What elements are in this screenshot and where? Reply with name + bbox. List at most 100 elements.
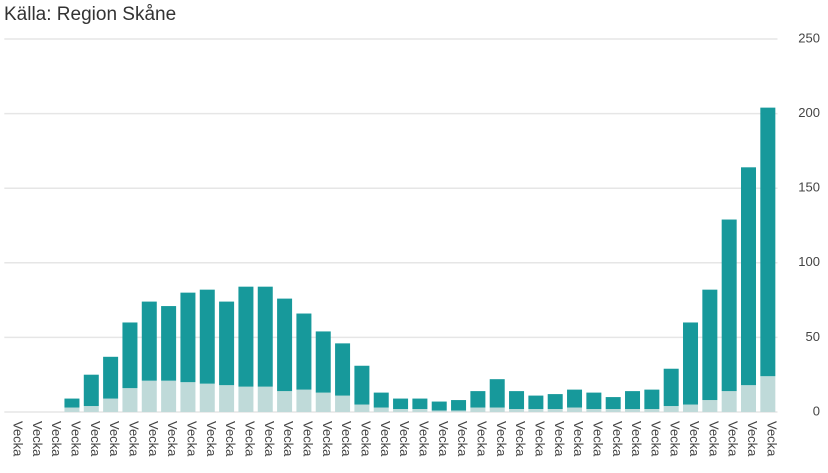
bar-segment: [335, 395, 351, 412]
bar-segment: [199, 289, 215, 384]
y-tick-label: 100: [798, 254, 820, 269]
bar-segment: [141, 380, 157, 412]
bar-segment: [257, 286, 273, 387]
bar-segment: [412, 398, 428, 410]
bar-segment: [489, 407, 505, 412]
x-tick-label: Vecka: [706, 421, 721, 457]
bar-segment: [683, 404, 699, 412]
x-tick-label: Vecka: [223, 421, 238, 457]
x-tick-label: Vecka: [513, 421, 528, 457]
bar-segment: [180, 292, 196, 383]
bar-segment: [509, 391, 525, 410]
x-tick-label: Vecka: [165, 421, 180, 457]
bar-segment: [741, 167, 757, 386]
x-tick-label: Vecka: [378, 421, 393, 457]
bar-segment: [141, 301, 157, 381]
bar-segment: [296, 313, 312, 390]
bar-segment: [683, 322, 699, 405]
bar-segment: [702, 289, 718, 401]
bar-segment: [721, 219, 737, 392]
bar-segment: [238, 286, 254, 387]
bar-segment: [509, 409, 525, 412]
bar-segment: [180, 382, 196, 412]
bar-segment: [760, 376, 776, 412]
bar-segment: [431, 401, 447, 411]
bar-segment: [393, 409, 409, 412]
x-tick-label: Vecka: [107, 421, 122, 457]
bar-segment: [644, 409, 660, 412]
bar-segment: [412, 409, 428, 412]
bar-segment: [489, 379, 505, 408]
bar-segment: [103, 356, 119, 399]
bar-segment: [354, 365, 370, 405]
bar-segment: [625, 391, 641, 410]
bar-segment: [373, 392, 389, 408]
x-tick-label: Vecka: [49, 421, 64, 457]
x-tick-label: Vecka: [320, 421, 335, 457]
bar-segment: [663, 368, 679, 407]
bar-segment: [528, 409, 544, 412]
bar-segment: [567, 389, 583, 408]
bar-segment: [760, 107, 776, 377]
x-tick-label: Vecka: [726, 421, 741, 457]
y-tick-label: 0: [813, 403, 820, 418]
bar-segment: [354, 404, 370, 412]
bar-segment: [470, 407, 486, 412]
x-tick-label: Vecka: [571, 421, 586, 457]
x-tick-label: Vecka: [242, 421, 257, 457]
x-tick-label: Vecka: [204, 421, 219, 457]
x-tick-label: Vecka: [687, 421, 702, 457]
bar-segment: [451, 410, 467, 412]
x-tick-label: Vecka: [745, 421, 760, 457]
bar-segment: [219, 385, 235, 412]
bar-segment: [103, 398, 119, 412]
bar-segment: [393, 398, 409, 410]
bar-segment: [161, 380, 177, 412]
bar-segment: [470, 391, 486, 408]
x-tick-label: Vecka: [281, 421, 296, 457]
bar-segment: [721, 391, 737, 412]
bar-segment: [315, 392, 331, 412]
bar-segment: [122, 322, 138, 389]
bar-segment: [238, 386, 254, 412]
bar-segment: [83, 406, 99, 412]
bar-segment: [64, 398, 80, 408]
bar-segment: [219, 301, 235, 386]
bar-segment: [451, 400, 467, 411]
x-tick-label: Vecka: [127, 421, 142, 457]
x-tick-label: Vecka: [494, 421, 509, 457]
x-tick-label: Vecka: [532, 421, 547, 457]
x-tick-label: Vecka: [339, 421, 354, 457]
bar-segment: [528, 395, 544, 410]
bar-segment: [296, 389, 312, 412]
x-tick-label: Vecka: [629, 421, 644, 457]
x-tick-label: Vecka: [397, 421, 412, 457]
x-tick-label: Vecka: [648, 421, 663, 457]
bar-segment: [586, 409, 602, 412]
bar-segment: [741, 385, 757, 412]
bar-segment: [586, 392, 602, 410]
bar-segment: [702, 400, 718, 412]
bar-segment: [315, 331, 331, 393]
bar-segment: [663, 406, 679, 412]
x-tick-label: Vecka: [436, 421, 451, 457]
x-tick-label: Vecka: [764, 421, 779, 457]
bar-segment: [567, 407, 583, 412]
bar-segment: [625, 409, 641, 412]
x-tick-label: Vecka: [474, 421, 489, 457]
x-tick-label: Vecka: [11, 421, 26, 457]
x-tick-label: Vecka: [552, 421, 567, 457]
y-tick-label: 250: [798, 30, 820, 45]
x-tick-label: Vecka: [184, 421, 199, 457]
bar-segment: [277, 298, 293, 392]
x-tick-label: Vecka: [88, 421, 103, 457]
chart-title: Källa: Region Skåne: [4, 4, 176, 25]
bar-segment: [64, 407, 80, 412]
x-tick-label: Vecka: [416, 421, 431, 457]
x-tick-label: Vecka: [69, 421, 84, 457]
x-tick-label: Vecka: [668, 421, 683, 457]
bar-segment: [277, 391, 293, 412]
bar-segment: [161, 306, 177, 381]
